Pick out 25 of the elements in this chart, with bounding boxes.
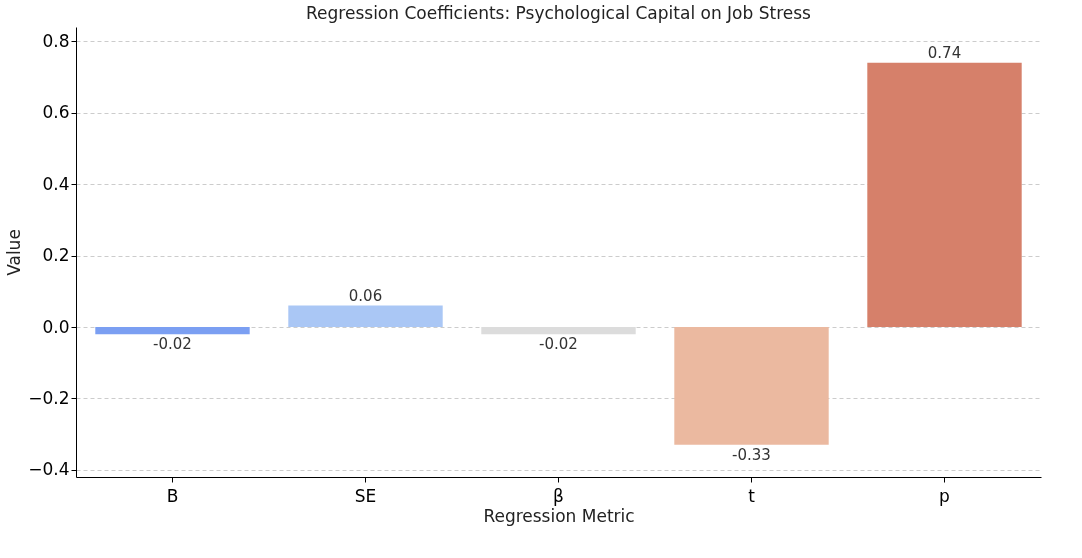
bar — [481, 327, 636, 335]
x-tick-label: B — [166, 485, 179, 506]
x-tick-label: p — [939, 485, 950, 506]
bar — [674, 327, 829, 445]
x-tick-label: β — [553, 485, 564, 506]
y-tick-label: 0.2 — [42, 245, 70, 266]
x-tick-label: SE — [354, 485, 377, 506]
data-label: -0.02 — [539, 335, 578, 354]
y-tick-label: 0.8 — [42, 30, 70, 51]
y-tick-label: 0.6 — [42, 102, 70, 123]
y-tick-label: 0.4 — [42, 173, 70, 194]
bar — [288, 305, 443, 327]
data-label: 0.74 — [927, 43, 962, 62]
data-label: 0.06 — [348, 286, 383, 305]
y-tick-label: −0.2 — [28, 387, 70, 408]
y-axis-title: Value — [4, 229, 25, 276]
y-tick-label: 0.0 — [42, 316, 70, 337]
x-axis-title: Regression Metric — [483, 505, 635, 526]
bar — [867, 62, 1022, 327]
y-tick-label: −0.4 — [28, 459, 70, 480]
bar — [95, 327, 250, 335]
x-tick-label: t — [748, 485, 756, 506]
data-label: -0.02 — [153, 335, 192, 354]
data-label: -0.33 — [732, 445, 771, 464]
chart-title: Regression Coefficients: Psychological Capital on Job Stress — [306, 3, 812, 23]
